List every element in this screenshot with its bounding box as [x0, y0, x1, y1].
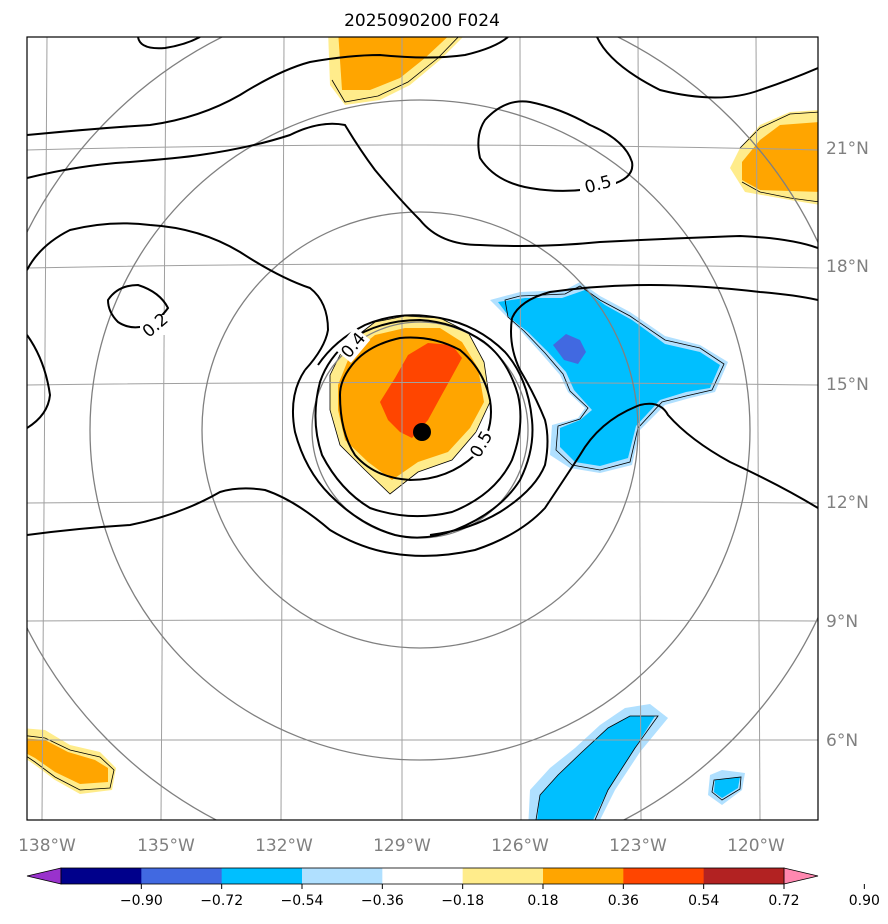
positive-anomaly-storm-max [380, 343, 462, 438]
map-frame [26, 36, 819, 821]
colorbar-tick-label: 0.72 [768, 893, 799, 909]
parallel-12N [27, 501, 818, 504]
lat-tick-18N: 18°N [826, 257, 869, 277]
parallel-9N [27, 619, 818, 622]
lon-tick-126W: 126°W [491, 836, 549, 856]
contour-storm-inner [338, 336, 492, 482]
range-rings [27, 37, 818, 820]
colorbar-tick-label: −0.90 [120, 893, 163, 909]
colorbar-swatch [703, 868, 785, 884]
negative-anomaly-right-min [553, 334, 586, 364]
colorbar-tick-label: 0.90 [849, 893, 880, 909]
lon-tick-132W: 132°W [255, 836, 313, 856]
contour-upper-2 [27, 122, 818, 249]
colorbar-frame [60, 867, 785, 885]
contour-right-upper [511, 283, 818, 319]
colorbar-tick-label: −0.36 [361, 893, 404, 909]
storm-center-marker [413, 423, 431, 441]
range-ring-3 [89, 99, 751, 761]
lat-tick-12N: 12°N [826, 493, 869, 513]
contour-left-edge [27, 334, 52, 429]
contour-storm-outer [292, 314, 534, 539]
contour-right-mid [429, 317, 549, 536]
colorbar-swatch [623, 868, 705, 884]
parallel-15N [27, 382, 818, 386]
colorbar-tick-label: 0.54 [688, 893, 719, 909]
positive-anomaly-topright-core [742, 122, 818, 192]
colorbar-tick-label: 0.18 [527, 893, 558, 909]
graticule [27, 37, 818, 820]
lat-tick-6N: 6°N [826, 731, 858, 751]
meridian-120W [755, 37, 761, 820]
range-ring-2 [201, 211, 639, 649]
lon-tick-135W: 135°W [137, 836, 195, 856]
meridian-132W [280, 37, 285, 820]
colorbar-tick-label: −0.54 [281, 893, 324, 909]
lon-tick-138W: 138°W [18, 836, 76, 856]
colorbar-tick-label: −0.72 [200, 893, 243, 909]
contour-storm-mid [314, 318, 522, 518]
lon-tick-labels: 138°W 135°W 132°W 129°W 126°W 123°W 120°… [18, 836, 785, 856]
meridian-138W [41, 37, 48, 820]
colorbar-tick-label: 0.36 [608, 893, 639, 909]
colorbar: −0.90 −0.72 −0.54 −0.36 −0.18 0.18 0.36 0.54 0.7… [26, 867, 880, 909]
negative-anomaly-small-core [714, 777, 740, 798]
parallel-6N [27, 739, 818, 741]
meridian-135W [160, 37, 167, 820]
parallel-18N [27, 263, 818, 269]
parallel-21N [27, 144, 818, 151]
contour-upper [27, 37, 509, 136]
colorbar-extend-low [26, 867, 62, 885]
chart-title: 2025090200 F024 [344, 11, 500, 31]
contour-mid-left [27, 222, 330, 371]
colorbar-swatch [61, 868, 142, 884]
colorbar-swatch [462, 868, 544, 884]
negative-anomaly-right-core [498, 290, 720, 466]
colorbar-swatch [221, 868, 303, 884]
colorbar-swatch [382, 868, 464, 884]
colorbar-swatch [302, 868, 383, 884]
contours [27, 37, 818, 557]
contour-label-02: 0.2 [139, 309, 173, 342]
lon-tick-120W: 120°W [727, 836, 785, 856]
negative-anomaly-bottom-core [537, 716, 655, 820]
contour-lower [27, 402, 818, 557]
lat-tick-21N: 21°N [826, 139, 869, 159]
lat-tick-labels: 21°N 18°N 15°N 12°N 9°N 6°N [826, 139, 869, 751]
lat-tick-15N: 15°N [826, 375, 869, 395]
positive-anomaly-top-core [338, 37, 448, 90]
contour-05-closed [477, 100, 634, 192]
shaded-field [27, 37, 818, 820]
contour-top-right-arc [596, 37, 818, 99]
colorbar-tick-label: −0.18 [441, 893, 484, 909]
colorbar-swatch [141, 868, 223, 884]
colorbar-swatch [543, 868, 624, 884]
colorbar-extend-high [783, 867, 819, 885]
contour-top-left-arc [137, 37, 201, 50]
lat-tick-9N: 9°N [826, 612, 858, 632]
map-area: 0.5 0.2 0.4 0.5 [27, 37, 818, 820]
positive-anomaly-bottomleft-core [27, 738, 108, 784]
meridian-123W [637, 37, 642, 820]
lon-tick-123W: 123°W [609, 836, 667, 856]
lon-tick-129W: 129°W [373, 836, 431, 856]
